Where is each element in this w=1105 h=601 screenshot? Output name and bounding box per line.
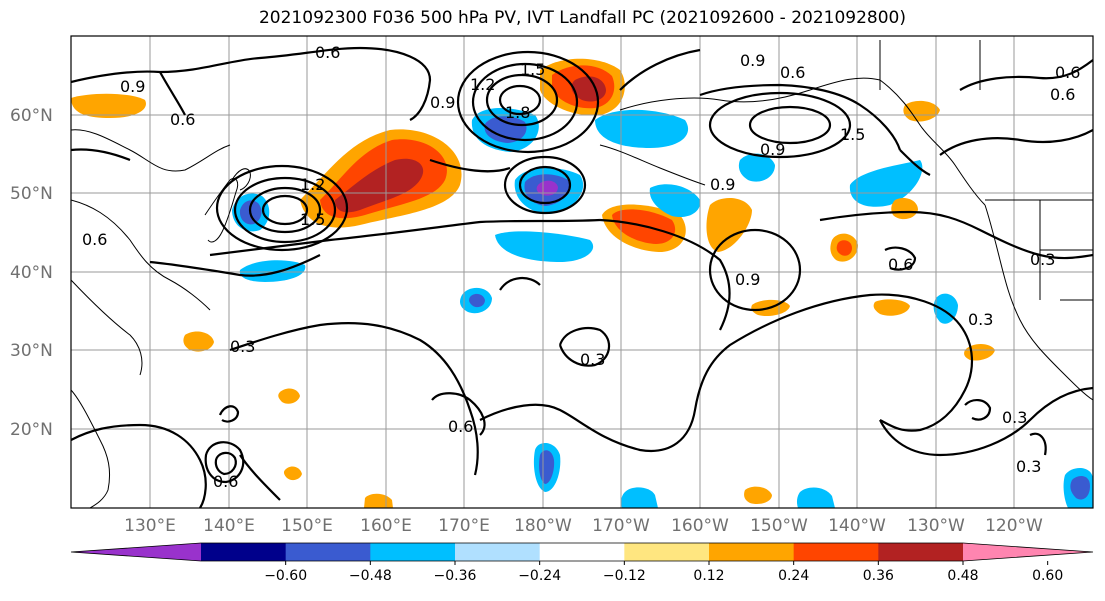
colorbar-tick-label: 0.36 (863, 568, 894, 584)
contour-label: 0.9 (430, 93, 455, 112)
contour-label: 0.3 (1016, 457, 1041, 476)
colorbar-segment (624, 543, 710, 561)
plot-frame (70, 35, 1094, 509)
negative-anomaly-region (738, 153, 775, 182)
negative-anomaly-region (1070, 476, 1090, 500)
lon-label: 150°E (281, 516, 333, 536)
contour-label: 0.6 (1055, 63, 1080, 82)
map-title: 2021092300 F036 500 hPa PV, IVT Landfall… (258, 8, 906, 28)
contour-label: 0.6 (213, 472, 238, 491)
contour-label: 0.3 (580, 350, 605, 369)
colorbar-segment (370, 543, 456, 561)
colorbar-segment (793, 543, 879, 561)
positive-anomaly-region (873, 299, 910, 316)
contour-label: 0.6 (888, 255, 913, 274)
negative-anomaly-region (595, 109, 689, 148)
lon-label: 120°W (985, 516, 1043, 536)
colorbar-segment (539, 543, 625, 561)
longitude-labels: 130°E 140°E 150°E 160°E 170°E 180°W 170°… (124, 516, 1043, 536)
contour-label: 0.9 (740, 51, 765, 70)
colorbar-tick-label: 0.60 (1032, 568, 1063, 584)
lon-label: 140°E (203, 516, 255, 536)
positive-anomaly-region (183, 331, 214, 352)
negative-anomaly-region (796, 487, 835, 508)
contour-label: 1.2 (470, 75, 495, 94)
contour-label: 0.9 (760, 140, 785, 159)
positive-anomaly-region (335, 158, 424, 213)
contour-label: 0.3 (1030, 250, 1055, 269)
lat-label: 20°N (10, 420, 53, 440)
colorbar-segment (201, 543, 287, 561)
colorbar-outline (70, 542, 1094, 562)
lon-label: 140°W (828, 516, 886, 536)
contour-label: 0.6 (315, 43, 340, 62)
contour-label: 0.3 (1002, 408, 1027, 427)
colorbar-tick-label: −0.60 (264, 568, 307, 584)
lon-label: 160°E (360, 516, 412, 536)
lon-label: 160°W (671, 516, 729, 536)
colorbar-segment (285, 543, 371, 561)
colorbar-tick-label: −0.36 (434, 568, 477, 584)
negative-anomaly-region (649, 184, 701, 218)
contour-label: 0.6 (780, 63, 805, 82)
contour-labels: 0.6 0.9 0.9 1.2 1.5 1.8 0.6 0.6 0.9 1.5 … (82, 43, 1080, 491)
contour-label: 1.5 (840, 125, 865, 144)
colorbar-tick-label: 0.12 (693, 568, 724, 584)
contour-label: 0.9 (735, 270, 760, 289)
positive-anomaly-region (283, 466, 302, 481)
shading-layer (71, 58, 1093, 508)
colorbar-segment (709, 543, 795, 561)
colorbar-segment (878, 543, 964, 561)
lon-label: 150°W (750, 516, 808, 536)
contour-label: 0.3 (230, 337, 255, 356)
lon-label: 170°W (592, 516, 650, 536)
negative-anomaly-region (849, 160, 923, 207)
negative-anomaly-region (621, 487, 658, 508)
colorbar-tick-label: −0.48 (349, 568, 392, 584)
lat-label: 50°N (10, 184, 53, 204)
lon-label: 130°W (907, 516, 965, 536)
positive-anomaly-region (706, 198, 752, 252)
negative-anomaly-region (239, 260, 306, 282)
negative-anomaly-region (484, 116, 527, 143)
positive-anomaly-region (278, 388, 300, 404)
negative-anomaly-region (469, 293, 485, 308)
colorbar-tick-label: 0.48 (947, 568, 978, 584)
latitude-labels: 60°N 50°N 40°N 30°N 20°N (10, 106, 53, 440)
colorbar-extend-low (71, 543, 201, 561)
positive-anomaly-region (836, 240, 852, 256)
positive-anomaly-region (903, 100, 940, 122)
contour-label: 0.9 (120, 77, 145, 96)
colorbar: −0.60 −0.48 −0.36 −0.24 −0.12 0.12 0.24 0.36 0.4… (70, 542, 1094, 584)
lon-label: 180°W (514, 516, 572, 536)
lat-label: 30°N (10, 341, 53, 361)
coastlines (71, 40, 1093, 508)
contour-label: 1.5 (520, 60, 545, 79)
colorbar-tick-label: −0.12 (603, 568, 646, 584)
contour-label: 1.2 (300, 175, 325, 194)
colorbar-segment (455, 543, 541, 561)
contour-label: 0.6 (82, 230, 107, 249)
colorbar-tick-label: −0.24 (518, 568, 561, 584)
contour-label: 1.5 (300, 210, 325, 229)
lat-label: 60°N (10, 106, 53, 126)
lon-label: 170°E (438, 516, 490, 536)
lat-label: 40°N (10, 263, 53, 283)
contour-label: 0.6 (170, 110, 195, 129)
positive-anomaly-region (744, 486, 772, 505)
negative-anomaly-region (536, 180, 558, 196)
contour-label: 0.6 (448, 417, 473, 436)
negative-anomaly-region (495, 231, 594, 262)
contour-label: 1.8 (505, 103, 530, 122)
positive-anomaly-region (71, 93, 146, 118)
contour-label: 0.9 (710, 175, 735, 194)
pv-contours (71, 46, 1093, 508)
colorbar-extend-high (963, 543, 1093, 561)
colorbar-tick-label: 0.24 (778, 568, 809, 584)
lon-label: 130°E (124, 516, 176, 536)
positive-anomaly-region (891, 198, 918, 220)
contour-label: 0.6 (1050, 85, 1075, 104)
contour-label: 0.3 (968, 310, 993, 329)
